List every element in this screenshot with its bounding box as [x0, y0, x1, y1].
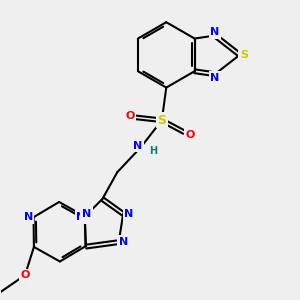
- Text: N: N: [118, 237, 128, 247]
- Text: N: N: [210, 73, 220, 83]
- Text: N: N: [76, 212, 86, 222]
- Text: S: S: [157, 114, 166, 127]
- Text: N: N: [210, 27, 220, 37]
- Text: N: N: [24, 212, 33, 222]
- Text: N: N: [124, 209, 134, 219]
- Text: H: H: [149, 146, 157, 157]
- Text: N: N: [134, 140, 143, 151]
- Text: N: N: [82, 209, 91, 219]
- Text: O: O: [185, 130, 195, 140]
- Text: O: O: [125, 111, 134, 121]
- Text: O: O: [20, 270, 30, 280]
- Text: S: S: [240, 50, 248, 60]
